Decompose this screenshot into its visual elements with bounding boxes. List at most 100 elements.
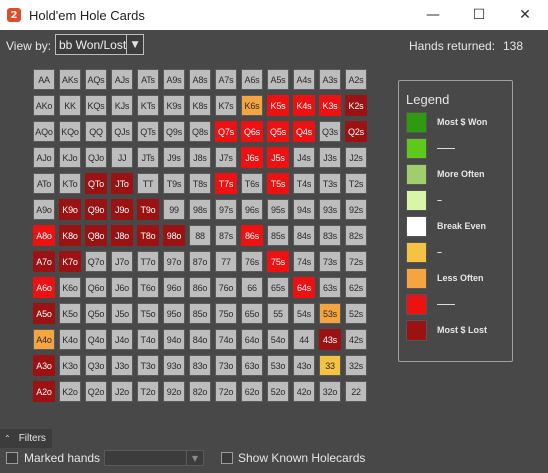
hand-cell[interactable]: 82o bbox=[189, 381, 211, 402]
hand-cell[interactable]: K4o bbox=[59, 329, 81, 350]
marked-hands-checkbox[interactable] bbox=[6, 452, 18, 464]
hand-cell[interactable]: 95s bbox=[267, 199, 289, 220]
hand-cell[interactable]: 32o bbox=[319, 381, 341, 402]
hand-cell[interactable]: QTs bbox=[137, 121, 159, 142]
hand-cell[interactable]: T3s bbox=[319, 173, 341, 194]
hand-cell[interactable]: T4o bbox=[137, 329, 159, 350]
hand-cell[interactable]: T7o bbox=[137, 251, 159, 272]
hand-cell[interactable]: AQs bbox=[85, 69, 107, 90]
hand-cell[interactable]: 32s bbox=[345, 355, 367, 376]
hand-cell[interactable]: 96s bbox=[241, 199, 263, 220]
hand-cell[interactable]: Q7s bbox=[215, 121, 237, 142]
hand-cell[interactable]: Q5s bbox=[267, 121, 289, 142]
hand-cell[interactable]: 52s bbox=[345, 303, 367, 324]
hand-cell[interactable]: Q4s bbox=[293, 121, 315, 142]
filters-toggle[interactable]: ⌃ Filters bbox=[0, 429, 52, 448]
hand-cell[interactable]: KJo bbox=[59, 147, 81, 168]
hand-cell[interactable]: Q8s bbox=[189, 121, 211, 142]
hand-cell[interactable]: 63s bbox=[319, 277, 341, 298]
hand-cell[interactable]: Q9o bbox=[85, 199, 107, 220]
hand-cell[interactable]: J4s bbox=[293, 147, 315, 168]
hand-cell[interactable]: K8o bbox=[59, 225, 81, 246]
hand-cell[interactable]: 94o bbox=[163, 329, 185, 350]
hand-cell[interactable]: A8o bbox=[33, 225, 55, 246]
hand-cell[interactable]: K7o bbox=[59, 251, 81, 272]
hand-cell[interactable]: T9s bbox=[163, 173, 185, 194]
hand-cell[interactable]: T4s bbox=[293, 173, 315, 194]
hand-cell[interactable]: 72o bbox=[215, 381, 237, 402]
hand-cell[interactable]: QJo bbox=[85, 147, 107, 168]
hand-cell[interactable]: 87s bbox=[215, 225, 237, 246]
hand-cell[interactable]: 74o bbox=[215, 329, 237, 350]
hand-cell[interactable]: J6s bbox=[241, 147, 263, 168]
hand-cell[interactable]: A7s bbox=[215, 69, 237, 90]
hand-cell[interactable]: 84o bbox=[189, 329, 211, 350]
hand-cell[interactable]: K2s bbox=[345, 95, 367, 116]
hand-cell[interactable]: JJ bbox=[111, 147, 133, 168]
hand-cell[interactable]: JTs bbox=[137, 147, 159, 168]
hand-cell[interactable]: T5s bbox=[267, 173, 289, 194]
hand-cell[interactable]: 64o bbox=[241, 329, 263, 350]
hand-cell[interactable]: AKo bbox=[33, 95, 55, 116]
hand-cell[interactable]: A5s bbox=[267, 69, 289, 90]
hand-cell[interactable]: K5s bbox=[267, 95, 289, 116]
hand-cell[interactable]: 42s bbox=[345, 329, 367, 350]
hand-cell[interactable]: T8s bbox=[189, 173, 211, 194]
hand-cell[interactable]: T3o bbox=[137, 355, 159, 376]
hand-cell[interactable]: A6o bbox=[33, 277, 55, 298]
hand-cell[interactable]: ATo bbox=[33, 173, 55, 194]
hand-cell[interactable]: J2o bbox=[111, 381, 133, 402]
chevron-down-icon[interactable]: ▼ bbox=[126, 35, 143, 54]
hand-cell[interactable]: A5o bbox=[33, 303, 55, 324]
hand-cell[interactable]: 74s bbox=[293, 251, 315, 272]
hand-cell[interactable]: 86s bbox=[241, 225, 263, 246]
hand-cell[interactable]: T2s bbox=[345, 173, 367, 194]
hand-cell[interactable]: KTo bbox=[59, 173, 81, 194]
hand-cell[interactable]: Q5o bbox=[85, 303, 107, 324]
hand-cell[interactable]: 43s bbox=[319, 329, 341, 350]
hand-cell[interactable]: Q9s bbox=[163, 121, 185, 142]
hand-cell[interactable]: T8o bbox=[137, 225, 159, 246]
hand-cell[interactable]: QQ bbox=[85, 121, 107, 142]
hand-cell[interactable]: J9s bbox=[163, 147, 185, 168]
marked-hands-dropdown[interactable]: ▼ bbox=[104, 450, 204, 466]
hand-cell[interactable]: K7s bbox=[215, 95, 237, 116]
hand-cell[interactable]: Q2s bbox=[345, 121, 367, 142]
hand-cell[interactable]: 77 bbox=[215, 251, 237, 272]
hand-cell[interactable]: A4s bbox=[293, 69, 315, 90]
hand-cell[interactable]: A2s bbox=[345, 69, 367, 90]
hand-cell[interactable]: J8o bbox=[111, 225, 133, 246]
hand-cell[interactable]: AJs bbox=[111, 69, 133, 90]
hand-cell[interactable]: 76o bbox=[215, 277, 237, 298]
hand-cell[interactable]: AJo bbox=[33, 147, 55, 168]
hand-cell[interactable]: AA bbox=[33, 69, 55, 90]
hand-cell[interactable]: K2o bbox=[59, 381, 81, 402]
hand-cell[interactable]: T2o bbox=[137, 381, 159, 402]
hand-cell[interactable]: A4o bbox=[33, 329, 55, 350]
hand-cell[interactable]: 95o bbox=[163, 303, 185, 324]
hand-cell[interactable]: T6o bbox=[137, 277, 159, 298]
hand-cell[interactable]: J7o bbox=[111, 251, 133, 272]
hand-cell[interactable]: J3s bbox=[319, 147, 341, 168]
hand-cell[interactable]: T9o bbox=[137, 199, 159, 220]
hand-cell[interactable]: K9s bbox=[163, 95, 185, 116]
hand-cell[interactable]: A9o bbox=[33, 199, 55, 220]
hand-cell[interactable]: AQo bbox=[33, 121, 55, 142]
hand-cell[interactable]: J7s bbox=[215, 147, 237, 168]
hand-cell[interactable]: 22 bbox=[345, 381, 367, 402]
show-known-holecards-checkbox[interactable] bbox=[221, 452, 233, 464]
hand-cell[interactable]: QJs bbox=[111, 121, 133, 142]
view-by-dropdown[interactable]: bb Won/Lost ▼ bbox=[55, 34, 144, 55]
hand-cell[interactable]: J9o bbox=[111, 199, 133, 220]
hand-cell[interactable]: 54s bbox=[293, 303, 315, 324]
hand-cell[interactable]: 83o bbox=[189, 355, 211, 376]
hand-cell[interactable]: K4s bbox=[293, 95, 315, 116]
hand-cell[interactable]: J4o bbox=[111, 329, 133, 350]
hand-cell[interactable]: Q6o bbox=[85, 277, 107, 298]
hand-cell[interactable]: K3o bbox=[59, 355, 81, 376]
chevron-down-icon[interactable]: ▼ bbox=[186, 451, 203, 465]
hand-cell[interactable]: 88 bbox=[189, 225, 211, 246]
hand-cell[interactable]: A6s bbox=[241, 69, 263, 90]
hand-cell[interactable]: Q4o bbox=[85, 329, 107, 350]
hand-cell[interactable]: AKs bbox=[59, 69, 81, 90]
